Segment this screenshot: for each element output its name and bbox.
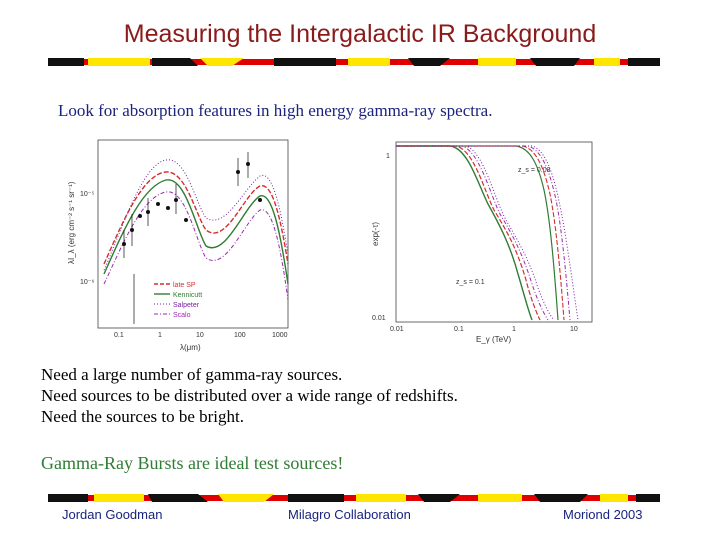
ebl-legend-kennicutt: Kennicutt [173, 292, 202, 299]
ebl-x-axis-label: λ(μm) [180, 343, 201, 352]
slide-title: Measuring the Intergalactic IR Backgroun… [123, 20, 597, 48]
atten-curve-magenta [396, 145, 549, 321]
atten-x-tick-1: 0.01 [390, 326, 404, 333]
requirement-line-3: Need the sources to be bright. [41, 407, 244, 426]
atten-curve-red [396, 145, 541, 321]
ebl-series-salpeter [103, 159, 289, 271]
atten-plot-frame [395, 141, 593, 323]
atten-y-tick-2: 0.01 [372, 315, 386, 322]
footer-conference: Moriond 2003 [563, 507, 643, 522]
ebl-x-tick-4: 100 [234, 332, 246, 339]
footer-collaboration: Milagro Collaboration [288, 507, 411, 522]
requirement-line-1: Need a large number of gamma-ray sources… [41, 365, 343, 384]
ebl-x-tick-3: 10 [196, 332, 204, 339]
atten-annotation-z01: z_s = 0.1 [456, 279, 485, 286]
atten-curve-red-z003 [396, 145, 565, 321]
ebl-data-points [122, 162, 262, 246]
atten-curve-purple-z003 [396, 145, 579, 321]
atten-annotation-z003: z_s = 0.03 [518, 167, 551, 174]
ebl-error-bars [123, 152, 249, 324]
atten-x-tick-4: 10 [570, 326, 578, 333]
attenuation-plot: exp(-τ) 1 0.01 0.01 0.1 1 10 E_γ (TeV) z… [366, 134, 602, 351]
ebl-x-tick-2: 1 [158, 332, 162, 339]
ebl-y-tick-1: 10⁻⁵ [80, 191, 94, 198]
ebl-x-tick-1: 0.1 [114, 332, 124, 339]
atten-x-tick-2: 0.1 [454, 326, 464, 333]
bottom-stripe-band [48, 492, 660, 504]
ebl-spectrum-plot: λI_λ (erg cm⁻² s⁻¹ sr⁻¹) 10⁻⁵ 10⁻⁶ 0.1 1… [62, 134, 302, 361]
requirements-list: Need a large number of gamma-ray sources… [41, 364, 458, 427]
ebl-legend-salpeter: Salpeter [173, 302, 200, 309]
ebl-plot-frame [97, 139, 289, 329]
conclusion-text: Gamma-Ray Bursts are ideal test sources! [41, 453, 344, 473]
ebl-series-kennicutt [103, 179, 289, 285]
slide-subtitle: Look for absorption features in high ene… [58, 101, 493, 120]
ebl-y-tick-2: 10⁻⁶ [80, 279, 94, 286]
atten-x-tick-3: 1 [512, 326, 516, 333]
footer-author: Jordan Goodman [62, 507, 163, 522]
atten-y-tick-1: 1 [386, 153, 390, 160]
atten-y-axis-label: exp(-τ) [371, 222, 380, 246]
ebl-series-late-sp [103, 171, 289, 265]
atten-curve-magenta-z003 [396, 145, 571, 321]
atten-x-axis-label: E_γ (TeV) [476, 335, 511, 344]
ebl-legend-late-sp: late SP [173, 282, 196, 289]
ebl-x-tick-5: 1000 [272, 332, 288, 339]
atten-curve-purple [396, 145, 555, 321]
top-stripe-band [48, 57, 660, 69]
ebl-y-axis-label: λI_λ (erg cm⁻² s⁻¹ sr⁻¹) [67, 181, 76, 264]
atten-curve-green [396, 145, 533, 321]
ebl-series-scalo [103, 191, 289, 301]
requirement-line-2: Need sources to be distributed over a wi… [41, 386, 458, 405]
ebl-legend-scalo: Scalo [173, 312, 191, 319]
atten-curve-green-z003 [396, 145, 559, 321]
